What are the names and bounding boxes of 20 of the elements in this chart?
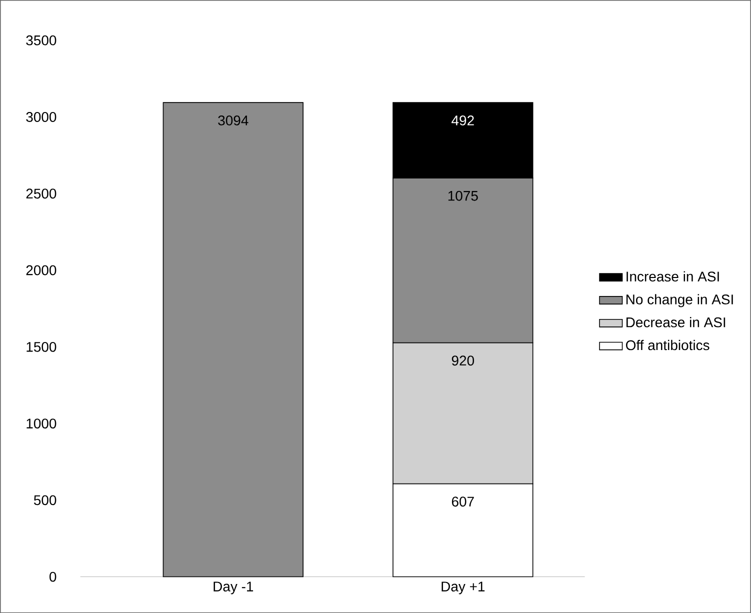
legend-label: No change in ASI — [626, 294, 733, 308]
y-tick-label: 2500 — [26, 188, 56, 199]
y-tick-label: 500 — [34, 495, 56, 506]
y-tick-label: 2000 — [26, 265, 56, 276]
data-label: 1075 — [448, 190, 478, 201]
y-tick-label: 0 — [50, 572, 56, 582]
y-tick-label: 3500 — [26, 35, 56, 46]
y-tick-label: 3000 — [26, 112, 56, 122]
x-tick-label: Day +1 — [442, 582, 485, 594]
data-label: 3094 — [218, 115, 248, 126]
data-label: 492 — [452, 115, 474, 126]
legend-label: Increase in ASI — [626, 271, 719, 282]
x-tick-label: Day -1 — [214, 582, 254, 594]
bar — [162, 102, 304, 578]
data-label: 607 — [452, 496, 474, 507]
data-label: 920 — [452, 356, 474, 366]
legend-label: Decrease in ASI — [626, 316, 726, 328]
y-tick-label: 1000 — [26, 418, 56, 428]
legend-label: Off antibiotics — [626, 340, 710, 350]
y-tick-label: 1500 — [26, 342, 56, 352]
